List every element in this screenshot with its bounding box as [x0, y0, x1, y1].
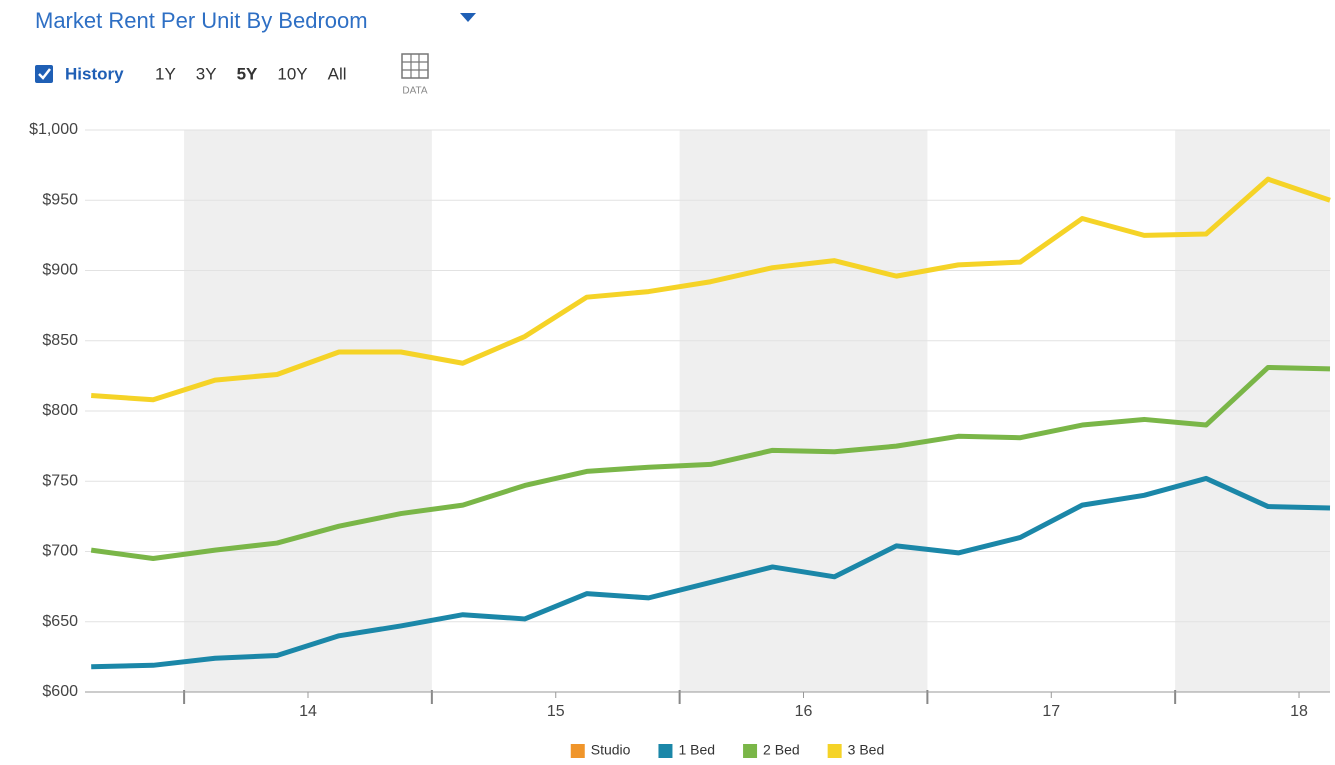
x-tick-label: 17: [1042, 703, 1060, 720]
legend-label: 2 Bed: [763, 742, 800, 758]
grid-icon-lines: [402, 54, 428, 78]
legend-label: 3 Bed: [848, 742, 885, 758]
series-line: [91, 176, 1331, 403]
range-button[interactable]: 5Y: [237, 64, 258, 83]
legend-label: Studio: [591, 742, 631, 758]
x-tick-label: 14: [299, 703, 317, 720]
legend-swatch: [570, 744, 585, 758]
x-tick-label: 15: [547, 703, 565, 720]
legend-label: 1 Bed: [678, 742, 715, 758]
check-mark: [38, 68, 51, 80]
legend-item[interactable]: 3 Bed: [827, 742, 885, 758]
legend-swatch: [743, 744, 758, 758]
legend: Studio 1 Bed 2 Bed 3 Bed: [570, 742, 885, 758]
range-button[interactable]: 10Y: [277, 64, 307, 83]
y-tick-label: $900: [42, 262, 78, 279]
legend-swatch: [658, 744, 673, 758]
y-tick-label: $750: [42, 472, 78, 489]
chart-title[interactable]: Market Rent Per Unit By Bedroom: [35, 8, 368, 33]
grid-icon[interactable]: [401, 53, 429, 79]
series-line: [90, 364, 1331, 562]
range-button[interactable]: 1Y: [155, 64, 176, 83]
y-tick-label: $950: [42, 191, 78, 208]
y-tick-label: $650: [42, 613, 78, 630]
history-checkbox[interactable]: [35, 65, 53, 83]
y-tick-label: $800: [42, 402, 78, 419]
legend-item[interactable]: 1 Bed: [658, 742, 715, 758]
legend-swatch: [827, 744, 842, 758]
y-tick-label: $850: [42, 332, 78, 349]
lines: [90, 176, 1331, 670]
y-tick-label: $600: [42, 683, 78, 700]
y-tick-label: $1,000: [29, 121, 78, 138]
data-label[interactable]: DATA: [402, 86, 428, 97]
range-button[interactable]: All: [328, 64, 347, 83]
series-line: [91, 475, 1331, 670]
history-label[interactable]: History: [65, 64, 124, 83]
x-tick-label: 16: [795, 703, 813, 720]
x-tick-label: 18: [1290, 703, 1308, 720]
x-axis: 14 15 16 17 18: [85, 690, 1330, 720]
legend-item[interactable]: Studio: [570, 742, 631, 758]
legend-item[interactable]: 2 Bed: [743, 742, 800, 758]
range-button[interactable]: 3Y: [196, 64, 217, 83]
dropdown-arrow[interactable]: [460, 13, 476, 22]
range-buttons: 1Y 3Y 5Y 10Y All: [155, 64, 347, 83]
data-button[interactable]: DATA: [401, 53, 429, 97]
y-tick-label: $700: [42, 543, 78, 560]
